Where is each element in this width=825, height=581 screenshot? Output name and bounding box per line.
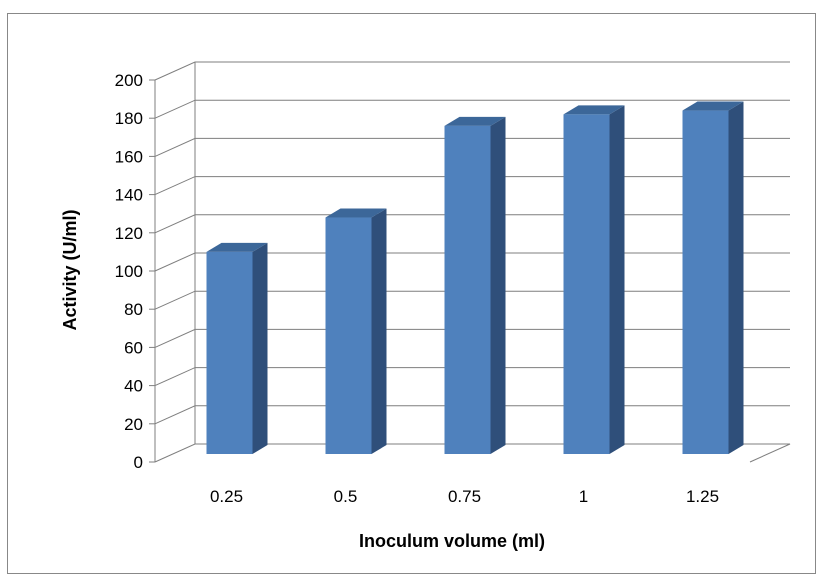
x-tick-label: 1.25 bbox=[686, 487, 719, 506]
y-tick-label: 40 bbox=[124, 377, 143, 396]
x-tick-label: 0.75 bbox=[448, 487, 481, 506]
bar-side bbox=[253, 243, 268, 454]
y-tick-label: 80 bbox=[124, 300, 143, 319]
bar bbox=[445, 117, 506, 454]
bar-side bbox=[372, 209, 387, 454]
bar bbox=[683, 102, 744, 454]
y-axis-title: Activity (U/ml) bbox=[60, 209, 80, 330]
bar-side bbox=[610, 105, 625, 454]
bar-front bbox=[207, 252, 253, 454]
gridline bbox=[155, 62, 790, 80]
bar-front bbox=[683, 111, 729, 454]
y-tick-label: 100 bbox=[115, 262, 143, 281]
y-tick-label: 0 bbox=[134, 453, 143, 472]
bar-front bbox=[326, 218, 372, 454]
y-tick-label: 20 bbox=[124, 415, 143, 434]
bar-side bbox=[729, 102, 744, 454]
y-tick-label: 180 bbox=[115, 109, 143, 128]
y-tick-label: 120 bbox=[115, 224, 143, 243]
y-tick-label: 160 bbox=[115, 147, 143, 166]
bars bbox=[207, 102, 744, 454]
bar-front bbox=[445, 126, 491, 454]
x-tick-labels: 0.25 0.5 0.75 1 1.25 bbox=[210, 487, 719, 506]
bar bbox=[564, 105, 625, 454]
y-tick-label: 140 bbox=[115, 186, 143, 205]
bar-side bbox=[491, 117, 506, 454]
bar bbox=[326, 209, 387, 454]
bar bbox=[207, 243, 268, 454]
y-tick-labels: 0 20 40 60 80 100 120 140 160 180 200 bbox=[115, 71, 143, 472]
x-tick-label: 0.25 bbox=[210, 487, 243, 506]
x-axis-title: Inoculum volume (ml) bbox=[359, 531, 545, 551]
y-tick-label: 60 bbox=[124, 338, 143, 357]
x-tick-label: 0.5 bbox=[334, 487, 358, 506]
bar-front bbox=[564, 114, 610, 454]
y-tick-label: 200 bbox=[115, 71, 143, 90]
x-tick-label: 1 bbox=[579, 487, 588, 506]
